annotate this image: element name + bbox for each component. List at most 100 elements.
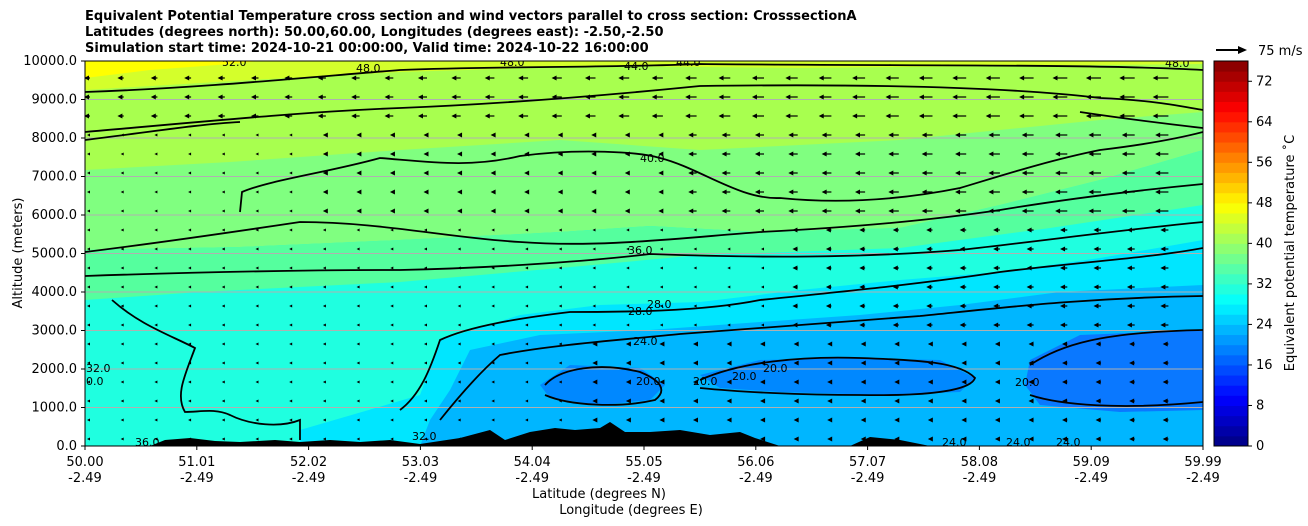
wind-vector-head [718, 94, 724, 100]
colorbar-swatch [1214, 162, 1248, 173]
wind-vector-head [961, 379, 967, 385]
wind-vector-head [351, 75, 357, 81]
wind-vector-head [1052, 94, 1058, 100]
wind-vector-head [322, 323, 326, 327]
wind-vector-head [322, 399, 326, 403]
wind-vector-head [85, 113, 89, 119]
wind-vector-head [659, 247, 663, 251]
wind-vector-head [592, 304, 596, 308]
wind-vector-head [961, 417, 967, 423]
wind-vector-head [1129, 379, 1135, 385]
contour-label: 20.0 [1015, 376, 1040, 389]
wind-vector-head [792, 265, 798, 271]
wind-vector-head [524, 208, 530, 214]
wind-vector-head [592, 398, 598, 404]
x-tick-label-lat: 53.03 [402, 455, 439, 470]
wind-vector-head [693, 228, 697, 232]
wind-vector-head [120, 342, 124, 346]
contour-label: 48.0 [356, 62, 381, 75]
wind-vector-head [993, 322, 999, 328]
wind-vector-head [525, 247, 529, 251]
x-tick-label-lat: 54.04 [514, 455, 551, 470]
wind-vector-head [961, 360, 967, 366]
wind-vector-head [618, 94, 624, 100]
wind-vector-head [721, 208, 727, 214]
colorbar-tick-label: 72 [1256, 74, 1273, 89]
wind-vector-head [558, 228, 562, 232]
wind-vector-head [855, 208, 860, 214]
wind-vector-head [1152, 75, 1158, 81]
wind-vector-head [557, 132, 563, 138]
wind-vector-head [918, 113, 924, 119]
wind-vector-head [289, 209, 293, 213]
wind-vector-head [424, 285, 427, 289]
wind-vector-head [955, 208, 961, 214]
wind-vector-head [87, 285, 90, 289]
wind-vector-head [255, 304, 259, 308]
wind-vector-head [255, 342, 259, 346]
wind-vector-head [955, 170, 961, 176]
contour-20a [544, 366, 663, 406]
wind-vector-head [322, 437, 326, 441]
x-tick-label-lon: -2.49 [68, 471, 102, 486]
wind-vector-head [150, 94, 156, 100]
wind-vector-head [188, 304, 192, 308]
wind-vector-head [524, 151, 530, 157]
wind-vector-head [1155, 132, 1161, 138]
wind-vector-head [592, 247, 596, 251]
wind-vector-head [959, 227, 965, 233]
colorbar-swatch [1214, 253, 1248, 265]
wind-vector-head [693, 323, 697, 327]
contour-label: 24.0 [633, 335, 658, 348]
wind-vector-head [1055, 151, 1061, 157]
wind-vector-head [626, 323, 630, 327]
contour-20b [699, 356, 977, 397]
y-axis: 0.0 1000.0 2000.0 3000.0 4000.0 5000.0 6000.0 7… [23, 54, 85, 454]
wind-vector-head [859, 303, 865, 309]
colorbar-tick-label: 56 [1256, 155, 1273, 170]
grid-lines [85, 99, 1203, 408]
wind-vector-head [626, 304, 630, 308]
contour-label: 24.0 [1006, 436, 1031, 449]
wind-vector-head [518, 113, 524, 119]
contour-20c [1029, 329, 1203, 407]
wind-vector-head [959, 265, 965, 271]
wind-vector-head [921, 132, 927, 138]
terrain-silhouette [150, 422, 930, 446]
wind-vector-head [154, 247, 158, 251]
wind-vector-head [1026, 227, 1032, 233]
wind-vector-head [188, 152, 192, 156]
wind-vector-head [693, 360, 698, 366]
wind-vector-head [685, 75, 691, 81]
wind-vector-head [1162, 436, 1168, 442]
wind-vector-head [1155, 189, 1161, 195]
x-tick-label-lat: 50.00 [66, 455, 103, 470]
wind-vector-head [793, 417, 799, 423]
wind-vector-head [457, 189, 463, 195]
quiver-key: 75 m/s [1216, 44, 1303, 59]
wind-vector-head [1155, 151, 1161, 157]
wind-vector-head [592, 436, 598, 442]
wind-vector-head [693, 285, 697, 289]
wind-vector-head [624, 189, 630, 195]
colorbar-swatch [1214, 152, 1248, 163]
wind-vector-head [1093, 265, 1099, 271]
wind-vector-head [289, 266, 293, 270]
contour-label: 32.0 [86, 362, 111, 375]
wind-vector-head [356, 323, 360, 327]
x-tick-label-lon: -2.49 [1074, 471, 1108, 486]
wind-vector-head [390, 228, 394, 232]
wind-vector-head [927, 341, 933, 347]
wind-vector-head [591, 189, 597, 195]
wind-vector-head [289, 380, 293, 384]
wind-vector-head [993, 284, 999, 290]
wind-vector-head [988, 208, 994, 214]
wind-vector-head [860, 417, 866, 423]
wind-vector-head [551, 113, 557, 119]
colorbar-swatch [1214, 304, 1248, 315]
wind-vector-head [825, 265, 831, 271]
wind-vector-head [754, 151, 760, 157]
wind-vector-head [860, 341, 866, 347]
wind-vector-head [1062, 436, 1068, 442]
wind-vector-head [424, 399, 427, 403]
